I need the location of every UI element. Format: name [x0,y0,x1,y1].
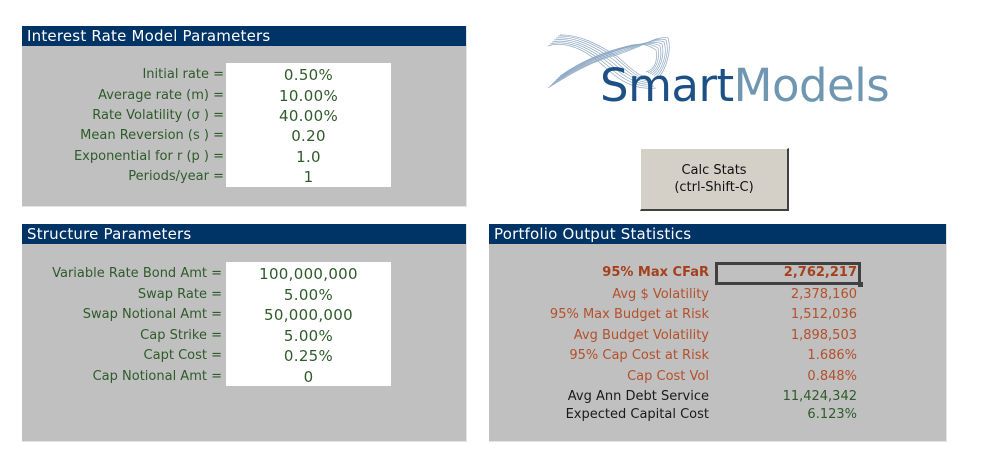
selected-cell-cfar[interactable] [715,262,861,285]
max-budget-at-risk-value[interactable]: 1,512,036 [790,307,857,322]
avg-ann-debt-service-value[interactable]: 11,424,342 [782,389,857,404]
rate-volatility-input[interactable]: 40.00% [279,107,338,125]
calc-stats-button-label: Calc Stats [681,163,747,178]
avg-ann-debt-service-label: Avg Ann Debt Service [567,389,709,404]
periods-per-year-label: Periods/year = [128,169,224,184]
variable-rate-bond-label: Variable Rate Bond Amt = [52,266,222,281]
cap-notional-label: Cap Notional Amt = [92,369,222,384]
initial-rate-label: Initial rate = [142,67,224,82]
cap-cost-vol-label: Cap Cost Vol [627,369,709,384]
selection-fill-handle[interactable] [858,282,863,287]
logo-text-smart: Smart [600,59,734,112]
output-panel: Portfolio Output Statistics 95% Max CFaR… [489,224,947,442]
avg-budget-volatility-value[interactable]: 1,898,503 [790,328,857,343]
interest-rate-panel: Interest Rate Model Parameters Initial r… [22,26,467,207]
interest-rate-panel-title: Interest Rate Model Parameters [22,26,466,46]
avg-dollar-volatility-label: Avg $ Volatility [612,287,709,302]
cap-notional-input[interactable]: 0 [303,368,314,386]
calc-stats-shortcut-label: (ctrl-Shift-C) [674,180,754,195]
avg-budget-volatility-label: Avg Budget Volatility [573,328,709,343]
calc-stats-button[interactable]: Calc Stats (ctrl-Shift-C) [640,148,789,211]
average-rate-label: Average rate (m) = [98,88,224,103]
structure-panel: Structure Parameters Variable Rate Bond … [22,224,467,442]
logo-text-models: Models [733,59,890,112]
initial-rate-input[interactable]: 0.50% [283,66,334,84]
exponential-input[interactable]: 1.0 [296,148,321,166]
average-rate-input[interactable]: 10.00% [279,87,338,105]
variable-rate-bond-input[interactable]: 100,000,000 [259,265,358,283]
periods-per-year-input[interactable]: 1 [303,168,314,186]
exponential-label: Exponential for r (p ) = [73,149,224,164]
cap-cost-at-risk-value[interactable]: 1.686% [807,348,857,363]
swap-rate-label: Swap Rate = [137,287,222,302]
expected-capital-cost-label: Expected Capital Cost [565,407,709,422]
max-cfar-value[interactable]: 2,762,217 [783,265,857,280]
smartmodels-wave-icon [547,34,670,89]
smartmodels-logo: SmartModels [600,59,890,112]
output-panel-title: Portfolio Output Statistics [489,224,946,244]
swap-rate-input[interactable]: 5.00% [283,286,334,304]
swap-notional-input[interactable]: 50,000,000 [264,306,353,324]
mean-reversion-input[interactable]: 0.20 [291,127,326,145]
cap-cost-vol-value[interactable]: 0.848% [807,369,857,384]
cap-strike-input[interactable]: 5.00% [283,327,334,345]
swap-notional-label: Swap Notional Amt = [82,307,222,322]
mean-reversion-label: Mean Reversion (s ) = [80,128,224,143]
avg-dollar-volatility-value[interactable]: 2,378,160 [790,287,857,302]
max-budget-at-risk-label: 95% Max Budget at Risk [549,307,709,322]
cap-cost-input[interactable]: 0.25% [283,347,334,365]
structure-panel-title: Structure Parameters [22,224,466,244]
expected-capital-cost-value[interactable]: 6.123% [807,407,857,422]
cap-cost-label: Capt Cost = [143,348,222,363]
cap-cost-at-risk-label: 95% Cap Cost at Risk [569,348,709,363]
interest-rate-input-area [226,63,391,187]
rate-volatility-label: Rate Volatility (σ ) = [92,108,224,123]
structure-input-area [226,262,391,386]
max-cfar-label: 95% Max CFaR [602,265,709,280]
cap-strike-label: Cap Strike = [140,328,222,343]
